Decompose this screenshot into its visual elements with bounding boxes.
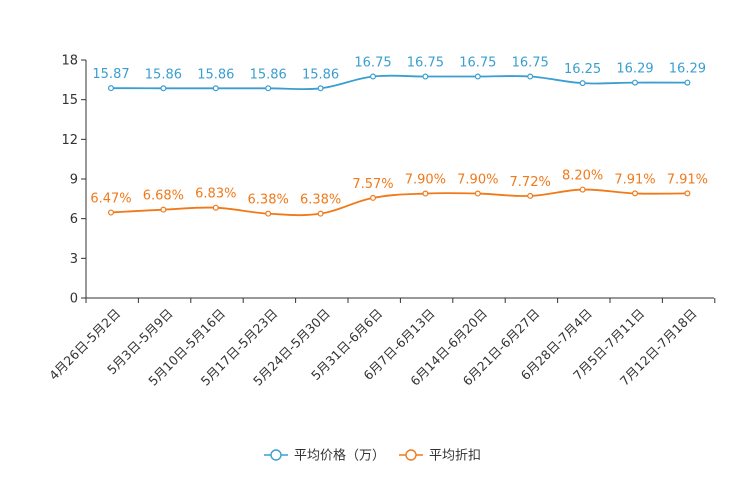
y-tick-label: 0 <box>70 292 78 307</box>
data-label: 15.86 <box>197 67 234 82</box>
data-point[interactable] <box>684 190 691 197</box>
data-label: 16.75 <box>512 56 549 71</box>
data-point[interactable] <box>265 85 272 92</box>
data-label: 6.68% <box>143 189 184 204</box>
data-label: 15.87 <box>92 67 129 82</box>
data-point[interactable] <box>107 85 114 92</box>
data-label: 16.75 <box>459 56 496 71</box>
series-lines <box>110 74 688 217</box>
data-label: 15.86 <box>145 67 182 82</box>
data-point[interactable] <box>160 206 167 213</box>
legend-label: 平均折扣 <box>429 449 481 464</box>
data-point[interactable] <box>527 192 534 199</box>
data-label: 15.86 <box>302 67 339 82</box>
data-point[interactable] <box>579 186 586 193</box>
y-tick-label: 9 <box>70 173 78 188</box>
y-tick-label: 12 <box>61 133 78 148</box>
data-point[interactable] <box>160 85 167 92</box>
legend-item[interactable]: 平均折扣 <box>399 449 481 464</box>
data-point[interactable] <box>422 190 429 197</box>
data-label: 6.83% <box>195 187 236 202</box>
data-point[interactable] <box>631 79 638 86</box>
y-axis-ticks: 0 3 6 9 12 15 18 <box>61 54 86 307</box>
y-tick-label: 3 <box>70 252 78 267</box>
data-label: 6.38% <box>248 193 289 208</box>
data-point[interactable] <box>631 190 638 197</box>
data-label: 7.57% <box>352 177 393 192</box>
data-label: 15.86 <box>250 67 287 82</box>
data-label: 6.47% <box>90 191 131 206</box>
data-label: 7.91% <box>614 172 655 187</box>
data-label: 8.20% <box>562 169 603 184</box>
y-tick-label: 6 <box>70 212 78 227</box>
data-label: 6.38% <box>300 193 341 208</box>
data-label: 16.25 <box>564 62 601 77</box>
data-point[interactable] <box>579 80 586 87</box>
data-point[interactable] <box>422 73 429 80</box>
data-point[interactable] <box>107 209 114 216</box>
data-point[interactable] <box>370 194 377 201</box>
legend-item[interactable]: 平均价格（万） <box>264 448 385 464</box>
data-label: 7.90% <box>457 173 498 188</box>
data-point[interactable] <box>684 79 691 86</box>
data-label: 16.75 <box>407 56 444 71</box>
series-line <box>110 74 688 91</box>
legend-marker <box>405 449 417 461</box>
x-axis-ticks: 4月26日-5月2日5月3日-5月9日5月10日-5月16日5月17日-5月23… <box>46 298 716 389</box>
data-label: 16.29 <box>669 62 706 77</box>
data-label: 7.72% <box>510 175 551 190</box>
data-point[interactable] <box>212 204 219 211</box>
data-label: 7.91% <box>667 172 708 187</box>
y-tick-label: 15 <box>61 93 78 108</box>
legend-label: 平均价格（万） <box>294 448 385 464</box>
y-tick-label: 18 <box>61 54 78 69</box>
data-point[interactable] <box>265 210 272 217</box>
data-point[interactable] <box>474 73 481 80</box>
data-point[interactable] <box>212 85 219 92</box>
data-label: 16.75 <box>354 56 391 71</box>
data-labels: 15.87 15.86 15.86 15.86 15.86 16.75 16.75 16.75… <box>90 56 708 208</box>
data-point[interactable] <box>370 73 377 80</box>
data-point[interactable] <box>474 190 481 197</box>
series-points <box>107 73 691 217</box>
data-point[interactable] <box>317 210 324 217</box>
legend[interactable]: 平均价格（万） 平均折扣 <box>264 448 481 464</box>
legend-marker <box>270 449 282 461</box>
data-point[interactable] <box>317 85 324 92</box>
data-label: 16.29 <box>616 62 653 77</box>
data-label: 7.90% <box>405 173 446 188</box>
data-point[interactable] <box>527 73 534 80</box>
series-line <box>110 188 688 217</box>
